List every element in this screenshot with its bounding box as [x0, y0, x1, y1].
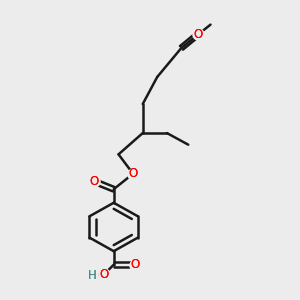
Text: O: O [193, 28, 203, 41]
Text: O: O [130, 258, 140, 271]
Text: O: O [99, 268, 109, 281]
Text: O: O [128, 167, 138, 180]
Text: O: O [193, 28, 203, 41]
Text: H: H [88, 269, 97, 282]
Text: O: O [99, 268, 109, 281]
Text: O: O [90, 175, 99, 188]
Text: H: H [88, 269, 97, 282]
Text: O: O [90, 175, 99, 188]
Text: O: O [130, 258, 140, 271]
Text: O: O [128, 167, 138, 180]
